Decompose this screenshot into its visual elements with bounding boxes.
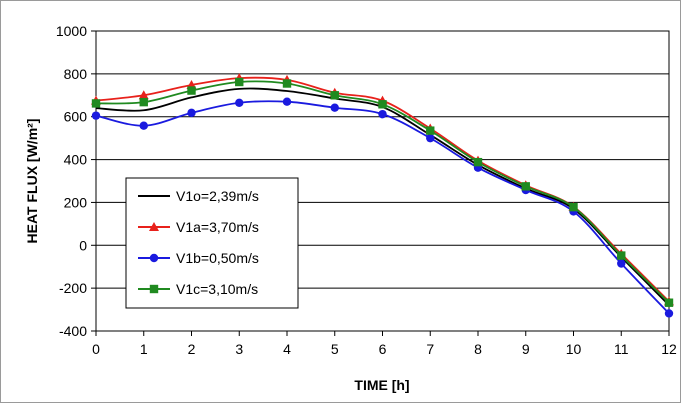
- data-point: [91, 111, 101, 120]
- x-axis-title: TIME [h]: [354, 377, 409, 393]
- data-point: [378, 100, 387, 109]
- x-tick-label: 6: [379, 341, 387, 357]
- y-tick-label: 200: [64, 194, 88, 210]
- data-point: [187, 86, 196, 95]
- x-tick-label: 0: [92, 341, 100, 357]
- data-point: [235, 77, 244, 87]
- legend-label: V1a=3,70m/s: [176, 219, 259, 235]
- legend-label: V1b=0,50m/s: [176, 250, 259, 266]
- legend-marker: [149, 253, 159, 263]
- data-point: [235, 98, 244, 107]
- y-tick-label: 1000: [56, 23, 87, 39]
- y-tick-label: 400: [64, 152, 88, 168]
- data-point: [91, 99, 101, 108]
- data-point: [138, 90, 149, 100]
- x-tick-label: 5: [331, 341, 339, 357]
- x-tick-label: 4: [283, 341, 291, 357]
- data-point: [139, 97, 148, 107]
- legend: V1o=2,39m/s V1a=3,70m/s V1b=0,50m/s V1c=3,1…: [125, 177, 299, 309]
- data-point: [569, 202, 578, 212]
- y-tick-labels: -400 -200 0 200 400 600 800 1000: [56, 23, 87, 339]
- x-tick-label: 12: [661, 341, 677, 357]
- data-point: [282, 97, 292, 106]
- x-tick-label: 7: [426, 341, 434, 357]
- series-lines: [91, 73, 674, 318]
- x-tick-label: 1: [140, 341, 148, 357]
- legend-marker: [149, 284, 159, 294]
- y-tick-label: 600: [64, 109, 88, 125]
- data-point: [282, 79, 292, 88]
- data-point: [473, 157, 483, 167]
- legend-marker: [149, 222, 159, 231]
- data-point: [664, 309, 674, 318]
- y-tick-label: 800: [64, 66, 88, 82]
- y-axis-title: HEAT FLUX [W/m²]: [24, 119, 40, 244]
- x-tick-label: 10: [566, 341, 582, 357]
- x-tick-label: 3: [235, 341, 243, 357]
- x-tick-label: 8: [474, 341, 482, 357]
- x-tick-label: 2: [188, 341, 196, 357]
- x-tick-labels: 0 1 2 3 4 5 6 7 8 9 10 11 12: [92, 341, 677, 357]
- legend-label: V1c=3,10m/s: [176, 281, 258, 297]
- series-3: [91, 77, 674, 307]
- data-point: [378, 109, 387, 119]
- x-tick-label: 11: [614, 341, 629, 357]
- legend-label: V1o=2,39m/s: [176, 188, 259, 204]
- data-point: [139, 121, 148, 130]
- data-point: [617, 251, 626, 260]
- data-point: [664, 298, 674, 307]
- data-point: [426, 133, 435, 143]
- y-tick-label: 0: [79, 237, 87, 253]
- data-point: [330, 91, 339, 100]
- data-point: [617, 259, 626, 268]
- y-tick-label: -400: [59, 323, 87, 339]
- data-point: [330, 103, 339, 112]
- data-point: [521, 182, 530, 191]
- y-tick-label: -200: [59, 280, 87, 296]
- data-point: [426, 126, 435, 135]
- data-point: [187, 108, 196, 118]
- x-tick-label: 9: [522, 341, 530, 357]
